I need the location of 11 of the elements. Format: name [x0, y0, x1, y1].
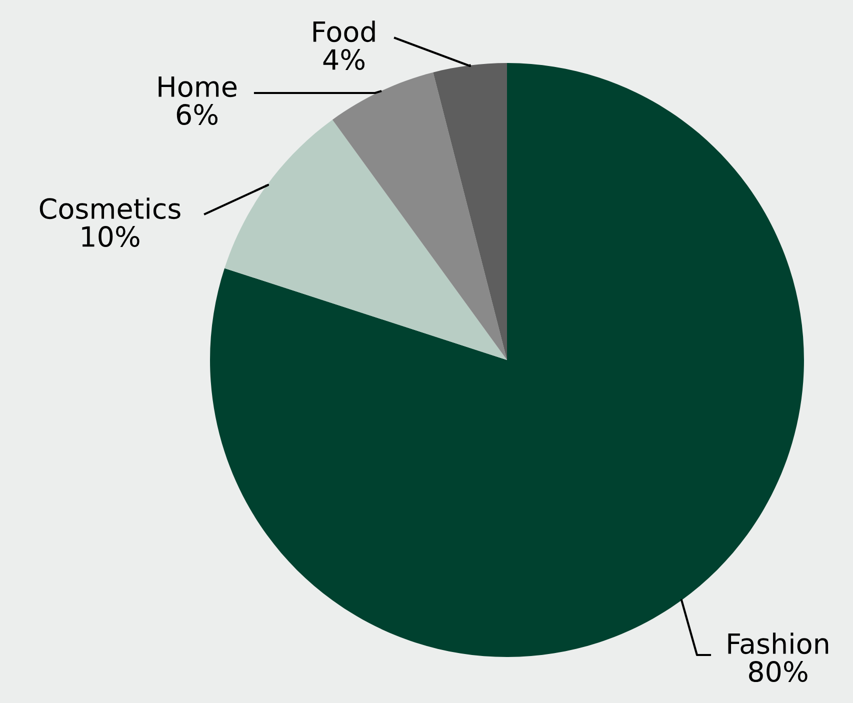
data-label: 80% — [749, 661, 808, 682]
data-label: 4% — [323, 49, 364, 70]
slice-label: Fashion — [728, 632, 828, 654]
data-label: 6% — [176, 104, 218, 126]
pie-slice — [433, 63, 507, 360]
data-label: 10% — [82, 226, 140, 248]
pie-slice — [332, 72, 507, 360]
pie-slice — [224, 120, 507, 360]
slice-label: Food — [313, 20, 375, 42]
slice-label: Cosmetics — [40, 198, 180, 220]
slice-label: Home — [158, 76, 237, 98]
